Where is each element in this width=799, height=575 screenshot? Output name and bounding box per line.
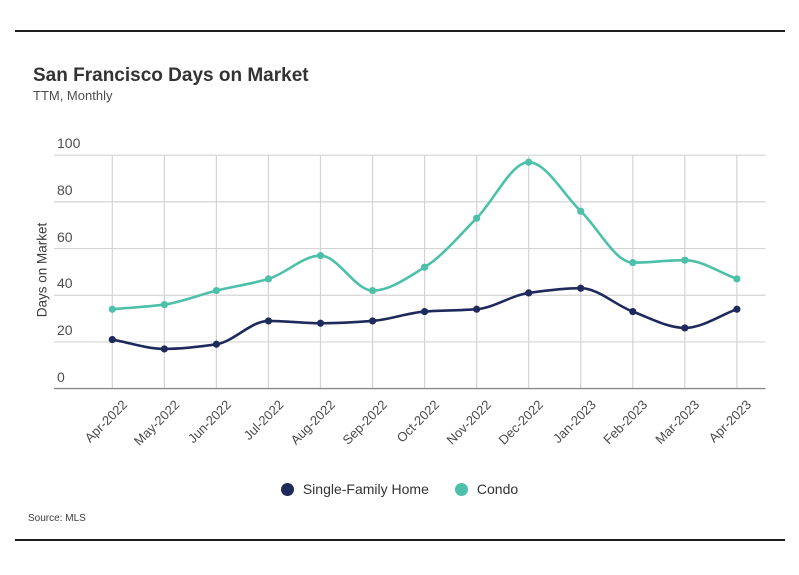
data-point-condo (316, 251, 325, 260)
data-point-single-family (368, 317, 377, 325)
data-point-condo (421, 263, 429, 271)
data-point-single-family (577, 284, 585, 292)
y-tick-label: 20 (57, 321, 73, 338)
data-point-condo (264, 275, 273, 283)
data-point-condo (473, 214, 481, 222)
chart-subtitle: TTM, Monthly (33, 88, 113, 103)
data-point-condo (733, 275, 741, 283)
data-point-single-family (316, 319, 325, 327)
legend-item: Condo (454, 481, 519, 497)
legend-label: Condo (476, 481, 519, 497)
data-point-single-family (681, 324, 689, 332)
bottom-border (15, 539, 785, 541)
y-tick-label: 0 (57, 368, 65, 385)
source-note: Source: MLS (28, 513, 86, 524)
data-point-single-family (264, 317, 273, 325)
legend-label: Single-Family Home (302, 481, 429, 497)
chart-title: San Francisco Days on Market (33, 64, 309, 86)
data-point-single-family (160, 345, 168, 353)
data-point-single-family (212, 340, 220, 348)
data-point-single-family (733, 305, 741, 313)
legend-dot-icon (454, 482, 468, 496)
y-tick-label: 100 (57, 135, 81, 152)
data-point-condo (212, 286, 220, 295)
data-point-condo (108, 305, 116, 313)
data-point-single-family (108, 335, 116, 344)
data-point-condo (525, 158, 533, 166)
legend-item: Single-Family Home (280, 481, 429, 497)
data-point-single-family (473, 305, 481, 313)
top-border (15, 30, 785, 32)
data-point-condo (577, 207, 585, 215)
data-point-single-family (629, 307, 637, 316)
legend-dot-icon (280, 482, 294, 496)
y-tick-label: 80 (57, 181, 73, 198)
data-point-condo (681, 256, 689, 264)
legend: Single-Family Home Condo (0, 481, 799, 497)
data-point-condo (160, 300, 168, 309)
data-point-condo (368, 286, 377, 295)
y-tick-label: 60 (57, 228, 73, 245)
y-tick-label: 40 (57, 275, 73, 292)
data-point-single-family (525, 289, 533, 297)
data-point-condo (629, 258, 637, 267)
data-point-single-family (421, 307, 429, 316)
